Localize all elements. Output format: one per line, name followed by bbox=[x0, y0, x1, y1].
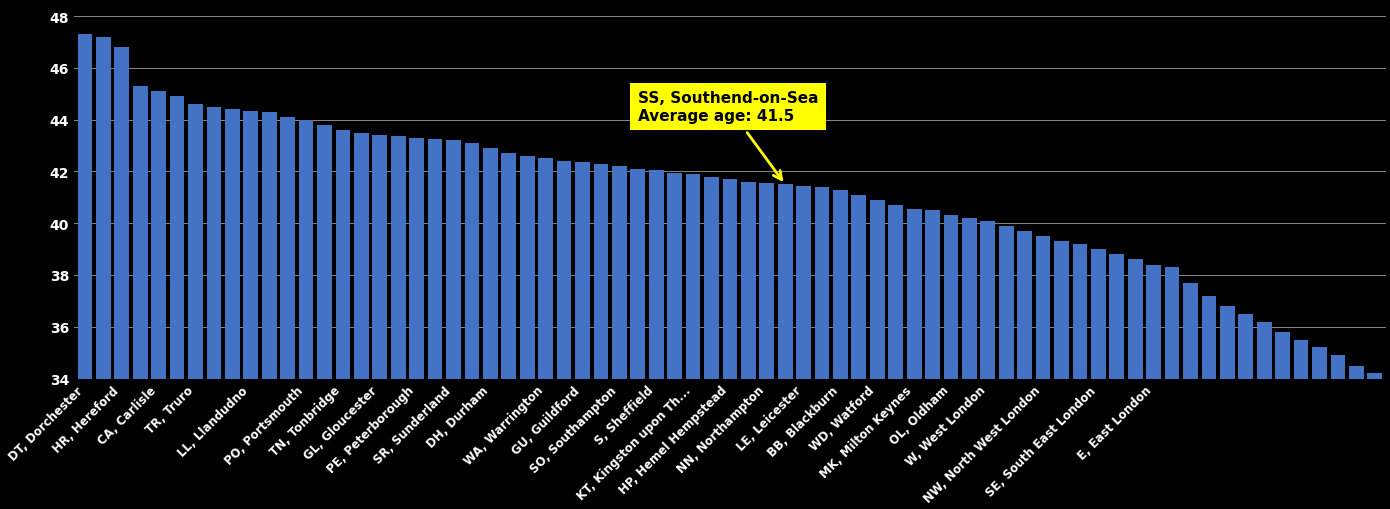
Bar bbox=[685, 175, 701, 379]
Bar bbox=[962, 218, 977, 379]
Bar bbox=[575, 163, 589, 379]
Bar bbox=[1147, 265, 1161, 379]
Bar bbox=[78, 35, 92, 379]
Bar bbox=[114, 48, 129, 379]
Bar bbox=[980, 221, 995, 379]
Bar bbox=[464, 144, 480, 379]
Bar bbox=[1348, 366, 1364, 379]
Bar bbox=[1054, 242, 1069, 379]
Bar bbox=[1017, 232, 1031, 379]
Bar bbox=[759, 184, 774, 379]
Bar bbox=[170, 97, 185, 379]
Bar bbox=[152, 92, 165, 379]
Bar bbox=[649, 171, 663, 379]
Bar bbox=[815, 188, 830, 379]
Bar bbox=[207, 107, 221, 379]
Bar bbox=[225, 110, 239, 379]
Bar bbox=[428, 140, 442, 379]
Bar bbox=[741, 182, 756, 379]
Bar bbox=[335, 131, 350, 379]
Bar bbox=[833, 190, 848, 379]
Bar bbox=[446, 141, 461, 379]
Bar bbox=[317, 126, 332, 379]
Bar bbox=[188, 105, 203, 379]
Bar bbox=[1201, 296, 1216, 379]
Bar bbox=[482, 149, 498, 379]
Bar bbox=[1294, 340, 1308, 379]
Bar bbox=[1073, 244, 1087, 379]
Bar bbox=[667, 174, 682, 379]
Bar bbox=[926, 211, 940, 379]
Bar bbox=[409, 138, 424, 379]
Bar bbox=[520, 157, 535, 379]
Bar bbox=[1109, 255, 1125, 379]
Bar bbox=[96, 38, 111, 379]
Bar bbox=[906, 210, 922, 379]
Text: SS, Southend-on-Sea
Average age: 41.5: SS, Southend-on-Sea Average age: 41.5 bbox=[638, 91, 819, 180]
Bar bbox=[299, 121, 314, 379]
Bar bbox=[870, 201, 884, 379]
Bar bbox=[852, 195, 866, 379]
Bar bbox=[1183, 283, 1198, 379]
Bar bbox=[705, 177, 719, 379]
Bar bbox=[1312, 348, 1327, 379]
Bar bbox=[391, 137, 406, 379]
Bar bbox=[1330, 355, 1346, 379]
Bar bbox=[261, 112, 277, 379]
Bar bbox=[778, 185, 792, 379]
Bar bbox=[1091, 249, 1106, 379]
Bar bbox=[612, 167, 627, 379]
Bar bbox=[354, 133, 368, 379]
Bar bbox=[243, 111, 259, 379]
Bar bbox=[1127, 260, 1143, 379]
Bar bbox=[1220, 306, 1234, 379]
Bar bbox=[1036, 237, 1051, 379]
Bar bbox=[556, 162, 571, 379]
Bar bbox=[502, 154, 516, 379]
Bar bbox=[1275, 332, 1290, 379]
Bar bbox=[538, 159, 553, 379]
Bar bbox=[1368, 374, 1382, 379]
Bar bbox=[888, 206, 904, 379]
Bar bbox=[723, 180, 737, 379]
Bar bbox=[631, 169, 645, 379]
Bar bbox=[373, 136, 388, 379]
Bar bbox=[1165, 268, 1180, 379]
Bar bbox=[281, 118, 295, 379]
Bar bbox=[944, 216, 958, 379]
Bar bbox=[1257, 322, 1272, 379]
Bar bbox=[594, 164, 609, 379]
Bar bbox=[1238, 314, 1254, 379]
Bar bbox=[999, 227, 1013, 379]
Bar bbox=[133, 87, 147, 379]
Bar bbox=[796, 186, 810, 379]
